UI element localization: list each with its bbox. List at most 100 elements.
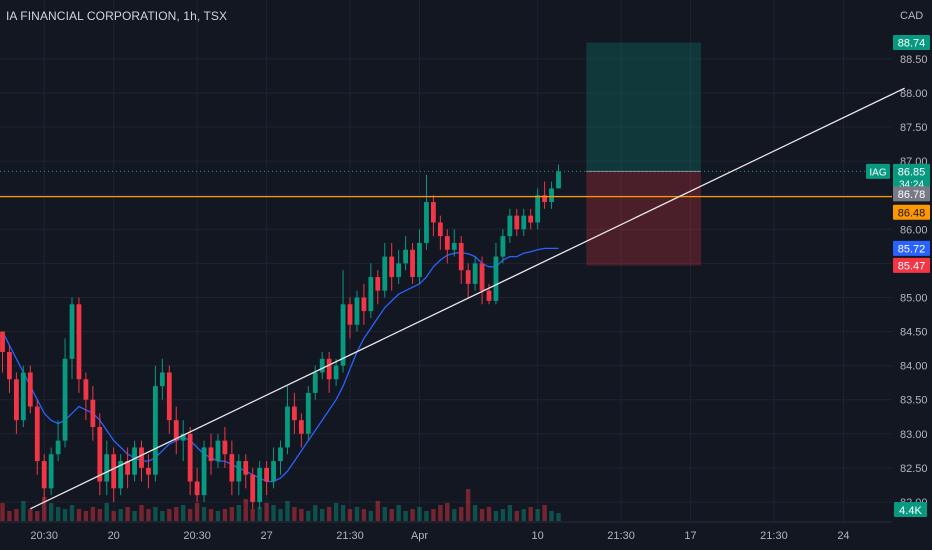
volume-bar xyxy=(403,511,408,521)
candle xyxy=(521,215,527,230)
symbol-title: IA FINANCIAL CORPORATION, 1h, TSX xyxy=(6,9,228,23)
volume-bar xyxy=(181,505,186,521)
candle xyxy=(396,263,402,278)
candle xyxy=(166,372,172,421)
volume-bar xyxy=(347,509,353,521)
price-label: 88.74 xyxy=(898,38,926,50)
volume-bar xyxy=(465,489,471,521)
volume-bar xyxy=(201,507,207,521)
price-tick-label: 85.00 xyxy=(900,292,928,304)
candle xyxy=(431,202,436,223)
price-label-box xyxy=(893,257,930,273)
volume-bar xyxy=(514,511,519,521)
candle xyxy=(458,242,464,271)
candle xyxy=(278,447,283,462)
volume-bar xyxy=(160,511,165,521)
candle xyxy=(292,406,297,421)
candle xyxy=(271,461,276,482)
volume-bar xyxy=(556,513,561,521)
symbol-tag: IAG xyxy=(869,167,886,178)
volume-bar xyxy=(83,511,89,521)
candle xyxy=(111,454,117,489)
candle xyxy=(417,242,422,278)
volume-bar xyxy=(48,503,54,521)
candle xyxy=(20,372,26,421)
volume-bar xyxy=(62,509,68,521)
volume-bar xyxy=(320,509,325,521)
time-tick-label: 20 xyxy=(108,530,120,542)
volume-bar xyxy=(410,509,415,521)
volume-bar xyxy=(132,511,137,521)
volume-bar xyxy=(528,507,533,521)
candle xyxy=(305,392,311,434)
volume-bar xyxy=(187,509,193,521)
candle xyxy=(139,447,144,468)
price-label-box xyxy=(893,163,930,190)
candle xyxy=(243,461,249,475)
volume-bar xyxy=(375,501,380,521)
currency-label: CAD xyxy=(900,10,923,22)
candle xyxy=(187,433,193,482)
candle xyxy=(472,263,478,284)
volume-bar xyxy=(97,509,102,521)
candle xyxy=(375,277,381,291)
volume-bar xyxy=(292,507,297,521)
candle xyxy=(389,256,395,278)
candle xyxy=(7,352,12,380)
volume-bar xyxy=(299,509,304,521)
volume-bar xyxy=(215,511,221,521)
position-loss-zone xyxy=(586,171,701,266)
time-tick-label: 20:30 xyxy=(183,530,211,542)
candle xyxy=(201,447,207,496)
candle xyxy=(424,202,429,243)
trend-line xyxy=(30,87,905,510)
candle xyxy=(333,365,339,380)
volume-label-box xyxy=(894,502,927,517)
candle xyxy=(76,304,82,380)
price-label: 85.72 xyxy=(898,243,926,255)
candle xyxy=(368,277,374,312)
candle xyxy=(264,467,269,482)
candle xyxy=(340,304,346,366)
time-tick-label: 17 xyxy=(684,530,696,542)
price-label-box xyxy=(893,240,930,256)
volume-bar xyxy=(208,509,214,521)
candle xyxy=(549,188,554,203)
volume-bar xyxy=(493,511,499,521)
volume-bar xyxy=(438,505,443,521)
volume-bar xyxy=(104,503,109,521)
volume-bar xyxy=(118,509,123,521)
candle xyxy=(403,249,408,264)
volume-bar xyxy=(278,509,283,521)
price-label: 86.48 xyxy=(898,207,926,219)
candle xyxy=(236,461,242,482)
volume-bar xyxy=(486,507,492,521)
candle xyxy=(229,454,235,482)
candle xyxy=(382,256,388,291)
candle xyxy=(507,215,513,237)
volume-bar xyxy=(459,507,464,521)
grid xyxy=(0,0,892,522)
volume-bar xyxy=(479,509,485,521)
volume-bar xyxy=(0,503,5,521)
volume-bar xyxy=(452,509,457,521)
volume-bar xyxy=(542,505,547,521)
time-tick-label: 24 xyxy=(837,530,849,542)
volume-bar xyxy=(424,511,429,521)
volume-bar xyxy=(229,507,235,521)
candle xyxy=(222,440,228,455)
volume-bar xyxy=(389,509,394,521)
volume-bar xyxy=(42,497,47,521)
position-profit-zone xyxy=(586,42,701,172)
time-tick-label: 27 xyxy=(260,530,272,542)
candle xyxy=(493,256,499,301)
candle xyxy=(319,358,325,373)
countdown-label: 34:24 xyxy=(899,179,924,190)
candle xyxy=(97,426,103,482)
volume-bar xyxy=(326,507,332,521)
candle xyxy=(326,358,332,380)
candle xyxy=(542,195,547,203)
candle xyxy=(69,304,75,359)
volume-bar xyxy=(236,505,241,521)
